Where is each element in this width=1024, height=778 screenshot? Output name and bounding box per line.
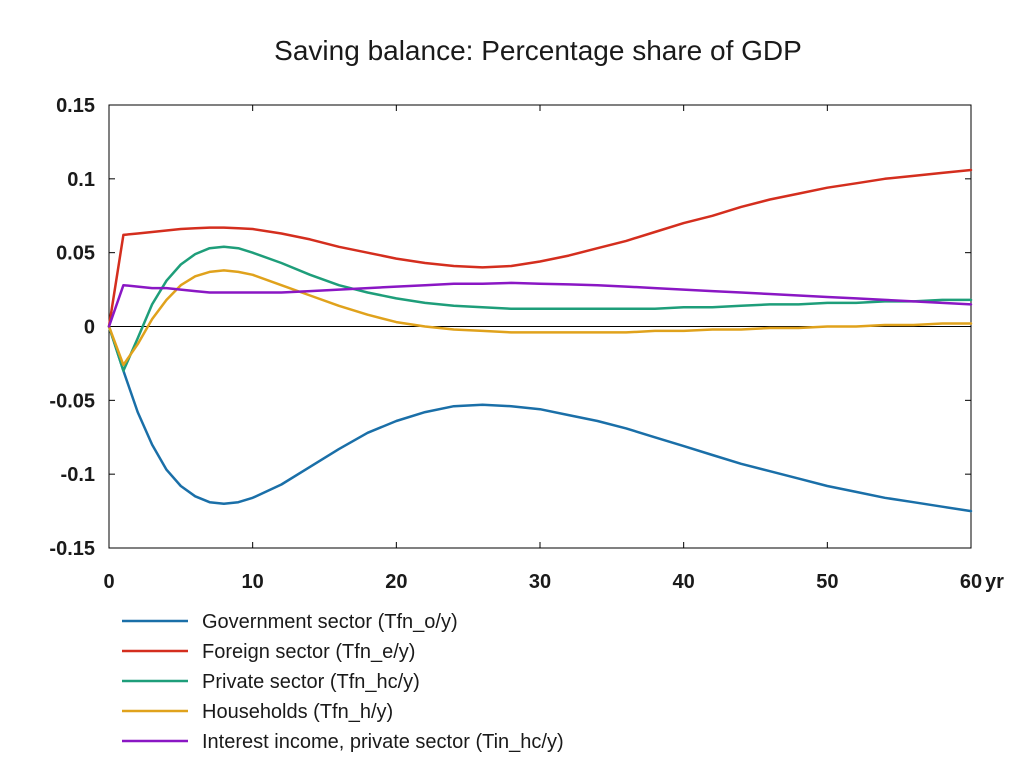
x-unit-label: yr [985,571,1004,593]
x-tick-label: 50 [816,571,838,593]
legend-entry-label: Foreign sector (Tfn_e/y) [202,641,415,663]
y-tick-label: 0.1 [67,169,95,191]
axis-ticks: 0.15 0.1 0.05 0 -0.05 -0.1 -0.15 0 10 20 30 40 50 60 y… [49,95,1004,593]
y-tick-label: -0.15 [49,538,95,560]
series-line [107,281,973,328]
series-line [107,269,973,367]
y-tick-label: 0.15 [56,95,95,117]
y-tick-label: -0.1 [61,464,95,486]
series-line [107,245,973,373]
legend-entry-label: Households (Tfn_h/y) [202,701,393,723]
series-line [107,168,973,328]
legend: Government sector (Tfn_o/y) Foreign secto… [122,611,564,753]
legend-entry-label: Interest income, private sector (Tin_hc/… [202,731,564,753]
x-tick-label: 40 [673,571,695,593]
x-tick-label: 20 [385,571,407,593]
y-tick-label: 0.05 [56,243,95,265]
series-line [107,325,973,513]
series-lines [107,168,973,513]
legend-entry-label: Government sector (Tfn_o/y) [202,611,458,633]
y-tick-label: 0 [84,317,95,339]
y-tick-label: -0.05 [49,390,95,412]
chart-title: Saving balance: Percentage share of GDP [274,35,802,66]
x-tick-label: 10 [242,571,264,593]
x-tick-label: 30 [529,571,551,593]
legend-entry-label: Private sector (Tfn_hc/y) [202,671,420,693]
x-tick-label: 60 [960,571,982,593]
x-tick-label: 0 [103,571,114,593]
